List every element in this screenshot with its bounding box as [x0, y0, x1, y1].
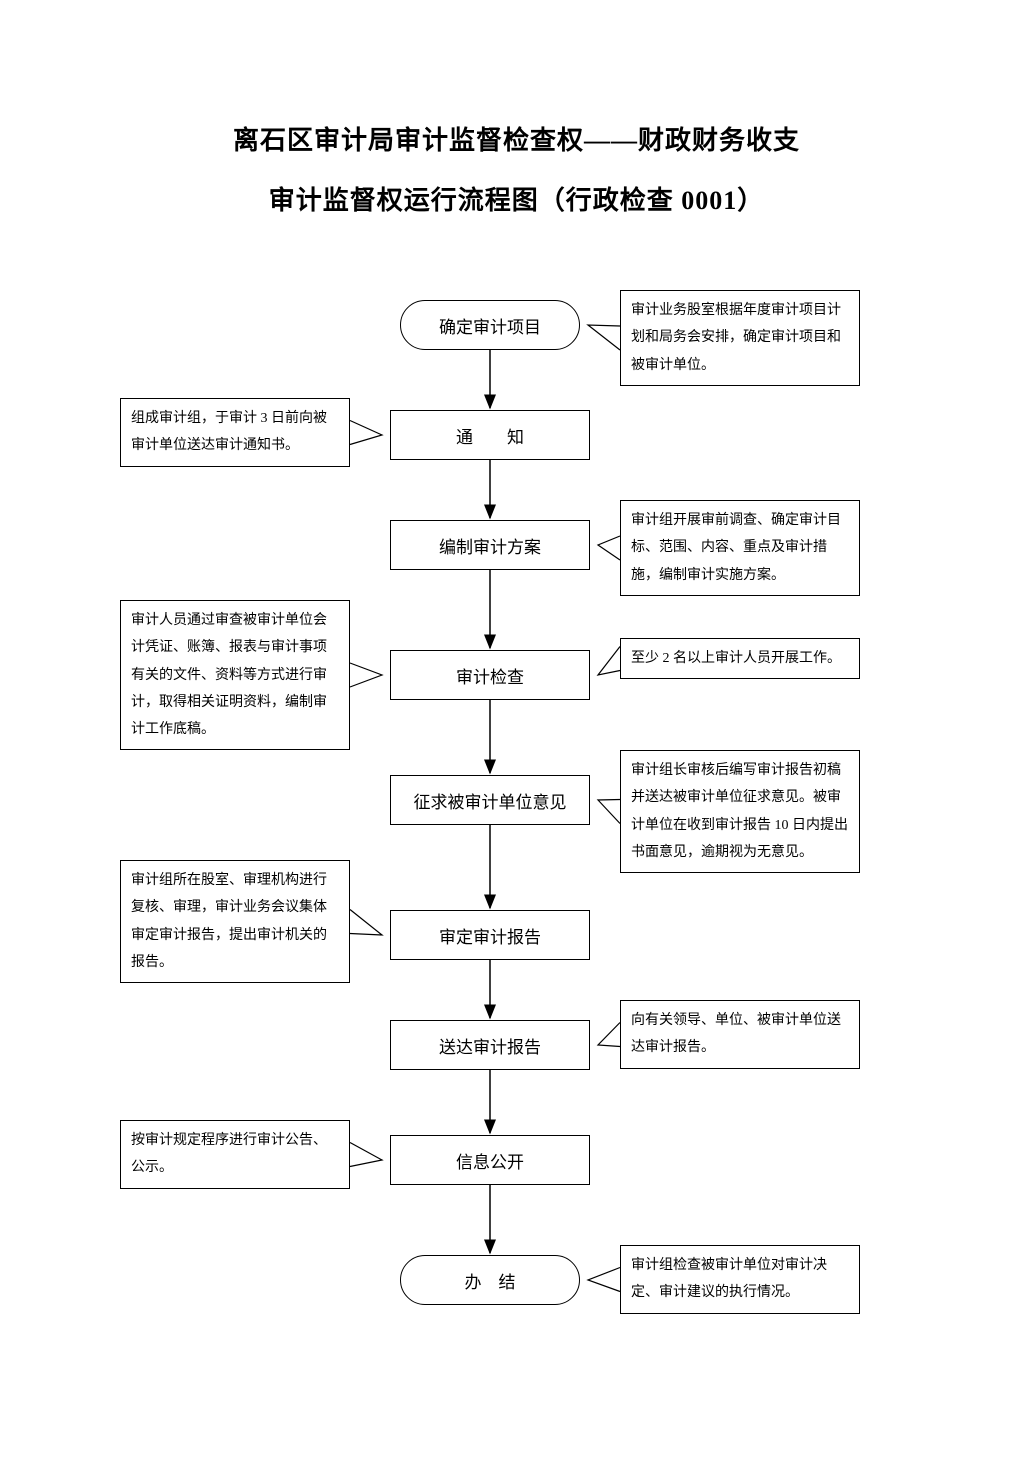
- flow-node-label: 审计检查: [456, 663, 524, 688]
- note-text: 审计业务股室根据年度审计项目计划和局务会安排，确定审计项目和被审计单位。: [631, 303, 841, 373]
- flow-node-label: 审定审计报告: [439, 923, 541, 948]
- callout-connector: [598, 536, 620, 560]
- callout-connector: [598, 647, 620, 676]
- note-box: 审计组开展审前调查、确定审计目标、范围、内容、重点及审计措施，编制审计实施方案。: [620, 500, 860, 596]
- flow-node-n3: 编制审计方案: [390, 520, 590, 570]
- note-text: 审计组检查被审计单位对审计决定、审计建议的执行情况。: [631, 1258, 827, 1300]
- flow-node-n9: 办 结: [400, 1255, 580, 1305]
- flowchart-canvas: 离石区审计局审计监督检查权——财政财务收支 审计监督权运行流程图（行政检查 00…: [0, 0, 1033, 1460]
- callout-connector: [350, 910, 382, 936]
- note-text: 向有关领导、单位、被审计单位送达审计报告。: [631, 1013, 841, 1055]
- note-text: 组成审计组，于审计 3 日前向被审计单位送达审计通知书。: [131, 411, 327, 453]
- flow-node-label: 信息公开: [456, 1148, 524, 1173]
- flow-node-n2: 通 知: [390, 410, 590, 460]
- note-box: 向有关领导、单位、被审计单位送达审计报告。: [620, 1000, 860, 1069]
- flow-node-n5: 征求被审计单位意见: [390, 775, 590, 825]
- note-box: 至少 2 名以上审计人员开展工作。: [620, 638, 860, 679]
- flow-node-label: 确定审计项目: [439, 313, 541, 338]
- callout-connector: [598, 1023, 620, 1047]
- note-text: 审计组所在股室、审理机构进行复核、审理，审计业务会议集体审定审计报告，提出审计机…: [131, 873, 327, 970]
- note-text: 审计组开展审前调查、确定审计目标、范围、内容、重点及审计措施，编制审计实施方案。: [631, 513, 841, 583]
- callout-connector: [350, 663, 382, 687]
- callout-connector: [350, 421, 382, 445]
- flow-node-label: 办 结: [465, 1268, 516, 1293]
- callout-connector: [350, 1143, 382, 1167]
- flow-node-n1: 确定审计项目: [400, 300, 580, 350]
- note-text: 至少 2 名以上审计人员开展工作。: [631, 651, 841, 666]
- note-box: 审计人员通过审查被审计单位会计凭证、账簿、报表与审计事项有关的文件、资料等方式进…: [120, 600, 350, 750]
- callout-connector: [598, 800, 620, 824]
- callout-connector: [588, 1268, 620, 1292]
- note-box: 组成审计组，于审计 3 日前向被审计单位送达审计通知书。: [120, 398, 350, 467]
- note-text: 审计人员通过审查被审计单位会计凭证、账簿、报表与审计事项有关的文件、资料等方式进…: [131, 613, 327, 737]
- flow-node-label: 征求被审计单位意见: [414, 788, 567, 813]
- flow-node-label: 编制审计方案: [439, 533, 541, 558]
- note-box: 审计业务股室根据年度审计项目计划和局务会安排，确定审计项目和被审计单位。: [620, 290, 860, 386]
- note-box: 按审计规定程序进行审计公告、公示。: [120, 1120, 350, 1189]
- note-box: 审计组所在股室、审理机构进行复核、审理，审计业务会议集体审定审计报告，提出审计机…: [120, 860, 350, 983]
- note-text: 审计组长审核后编写审计报告初稿并送达被审计单位征求意见。被审计单位在收到审计报告…: [631, 763, 848, 860]
- note-box: 审计组检查被审计单位对审计决定、审计建议的执行情况。: [620, 1245, 860, 1314]
- callout-connector: [588, 325, 620, 350]
- flow-node-n7: 送达审计报告: [390, 1020, 590, 1070]
- flow-node-n8: 信息公开: [390, 1135, 590, 1185]
- flow-node-n4: 审计检查: [390, 650, 590, 700]
- flow-node-label: 送达审计报告: [439, 1033, 541, 1058]
- note-box: 审计组长审核后编写审计报告初稿并送达被审计单位征求意见。被审计单位在收到审计报告…: [620, 750, 860, 873]
- note-text: 按审计规定程序进行审计公告、公示。: [131, 1133, 327, 1175]
- flow-node-label: 通 知: [456, 423, 524, 448]
- flow-node-n6: 审定审计报告: [390, 910, 590, 960]
